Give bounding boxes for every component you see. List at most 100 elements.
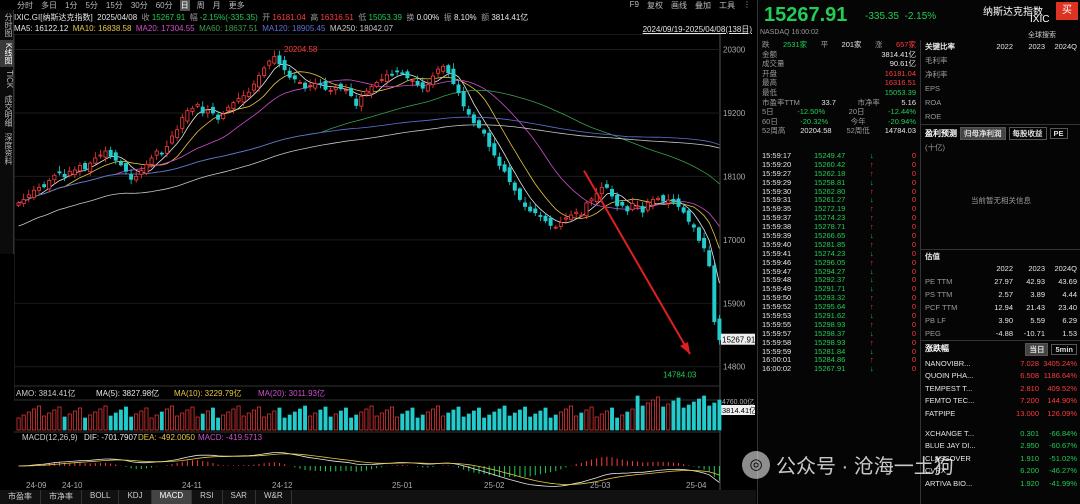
tick-row: 15:59:17 15249.47 ↓ 0	[758, 151, 920, 161]
valuation-row: PS TTM 2.57 3.89 4.44	[921, 288, 1080, 301]
gainer-price: 0.301	[1020, 428, 1039, 438]
index-code: IXIC	[1030, 14, 1050, 25]
volume-bar	[159, 411, 164, 431]
ma250-label: MA250: 18042.07	[329, 24, 394, 33]
indicator-tab-1[interactable]: 市净率	[41, 490, 82, 504]
tick-time: 16:00:02	[762, 364, 792, 374]
ratio-row: ROA	[921, 96, 1080, 110]
forecast-tab-0[interactable]: 归母净利润	[960, 127, 1006, 140]
tick-price: 15266.65	[814, 231, 846, 241]
candle	[118, 161, 123, 166]
stat-value: 20204.58	[800, 126, 832, 136]
volume-bar	[712, 402, 717, 431]
left-tab-2[interactable]: TICK	[5, 70, 14, 89]
left-tab-3[interactable]: 成交明细	[4, 94, 13, 127]
volume-bar	[604, 410, 609, 431]
volume-bar	[272, 410, 277, 431]
toolbar-item-5[interactable]: ⋮	[743, 0, 751, 9]
indicator-tab-0[interactable]: 市盈率	[0, 490, 41, 504]
candle	[487, 132, 492, 147]
gainer-row[interactable]: CVRX 6.200 -46.27%	[921, 465, 1080, 477]
candle	[359, 95, 364, 107]
tick-time: 15:59:46	[762, 257, 792, 267]
global-search-link[interactable]: 全球搜索	[1028, 32, 1056, 39]
candle	[282, 60, 287, 71]
tick-time: 16:00:01	[762, 355, 792, 365]
tick-row: 15:59:57 15298.37 ↓ 0	[758, 329, 920, 339]
toolbar-item-4[interactable]: 工具	[719, 1, 735, 10]
candle	[241, 95, 246, 103]
candle	[625, 206, 630, 212]
gainer-row[interactable]: XCHANGE T... 0.301 -66.84%	[921, 428, 1080, 440]
tick-row: 15:59:37 15274.23 ↑ 0	[758, 213, 920, 223]
candle	[461, 90, 466, 107]
left-tab-0[interactable]: 分时图	[4, 13, 13, 37]
gainer-row[interactable]: NANOVIBR... 7.028 3405.24%	[921, 358, 1080, 370]
gainer-name: BLUE JAY DI...	[925, 441, 976, 451]
period-tab-2[interactable]: 1分	[65, 1, 78, 10]
volume-bar	[507, 415, 512, 431]
gainer-row[interactable]: CLASSOVER 1.910 -51.02%	[921, 453, 1080, 465]
period-tab-7[interactable]: 日	[179, 0, 190, 11]
indicator-tab-4[interactable]: MACD	[151, 490, 193, 504]
indicator-tab-3[interactable]: KDJ	[119, 490, 152, 504]
toolbar-item-3[interactable]: 叠加	[695, 1, 711, 10]
period-tab-5[interactable]: 30分	[130, 1, 148, 10]
gainers-tab-0[interactable]: 当日	[1025, 343, 1049, 356]
indicator-tab-7[interactable]: W&R	[256, 490, 292, 504]
candle	[466, 109, 471, 115]
tick-price: 15295.64	[814, 302, 846, 312]
candle	[584, 202, 589, 217]
period-tab-3[interactable]: 5分	[85, 1, 98, 10]
kline-chart[interactable]: 14800 15900 17000 18100 19200 20300 20204.58 14…	[14, 34, 756, 504]
left-tab-1[interactable]: K线图	[0, 40, 14, 68]
candle	[645, 201, 650, 211]
tick-price: 15281.85	[814, 239, 846, 249]
period-tab-4[interactable]: 15分	[105, 1, 123, 10]
date-range[interactable]: 2024/09/19-2025/04/08(138日)	[642, 25, 752, 34]
volume-bar	[548, 417, 553, 431]
indicator-tab-6[interactable]: SAR	[223, 490, 256, 504]
volume-bar	[395, 416, 400, 431]
candle	[37, 186, 42, 191]
toolbar-item-0[interactable]: F9	[629, 0, 639, 9]
gainers-tab-1[interactable]: 5min	[1051, 344, 1077, 355]
indicator-tab-2[interactable]: BOLL	[82, 490, 120, 504]
period-tab-9[interactable]: 月	[212, 1, 221, 10]
volume-bar	[564, 408, 568, 431]
tick-row: 16:00:02 15267.91 ↓ 0	[758, 364, 920, 374]
period-tab-10[interactable]: 更多	[228, 1, 245, 10]
period-tab-6[interactable]: 60分	[155, 1, 173, 10]
tick-volume: 0	[911, 284, 916, 294]
tick-time: 15:59:49	[762, 284, 792, 294]
left-tab-4[interactable]: 深度资料	[4, 132, 13, 165]
gainer-price: 6.508	[1020, 371, 1039, 381]
period-tab-0[interactable]: 分时	[17, 1, 33, 10]
spacer	[925, 263, 981, 275]
gainer-row[interactable]: ARTIVA BIO... 1.920 -41.99%	[921, 478, 1080, 490]
indicator-tab-5[interactable]: RSI	[192, 490, 223, 504]
candle	[221, 113, 226, 120]
stat-row: 52周高 20204.58 52周低 14784.03	[758, 126, 920, 136]
tick-arrow: ↑	[870, 186, 874, 196]
gainer-row[interactable]: TEMPEST T... 2.810 409.52%	[921, 383, 1080, 395]
tick-list[interactable]: 15:59:17 15249.47 ↓ 0 15:59:20 15260.42 ↑ 0 15:5…	[758, 151, 920, 374]
gainer-row[interactable]: FEMTO TEC... 7.200 144.90%	[921, 395, 1080, 407]
stat-label: 5日	[762, 107, 774, 117]
gainer-row[interactable]: QUOIN PHA... 6.508 1186.64%	[921, 370, 1080, 382]
candle	[523, 202, 528, 207]
toolbar-item-1[interactable]: 复权	[647, 1, 663, 10]
period-tab-1[interactable]: 多日	[41, 1, 57, 10]
forecast-tab-1[interactable]: 每股收益	[1008, 127, 1047, 140]
gainer-row[interactable]: FATPIPE 13.000 126.09%	[921, 408, 1080, 420]
low-label: 低	[358, 13, 367, 22]
forecast-tab-2[interactable]: PE	[1049, 128, 1068, 139]
buy-button[interactable]: 买	[1056, 2, 1078, 20]
y-tick-label: 19200	[723, 109, 746, 118]
gainer-row[interactable]: BLUE JAY DI... 2.950 -60.67%	[921, 440, 1080, 452]
volume-bar	[436, 405, 441, 431]
toolbar-item-2[interactable]: 画线	[671, 1, 687, 10]
stat-value: 5.16	[901, 97, 916, 107]
period-tab-8[interactable]: 周	[196, 1, 205, 10]
valuation-value: 5.59	[1030, 316, 1045, 325]
